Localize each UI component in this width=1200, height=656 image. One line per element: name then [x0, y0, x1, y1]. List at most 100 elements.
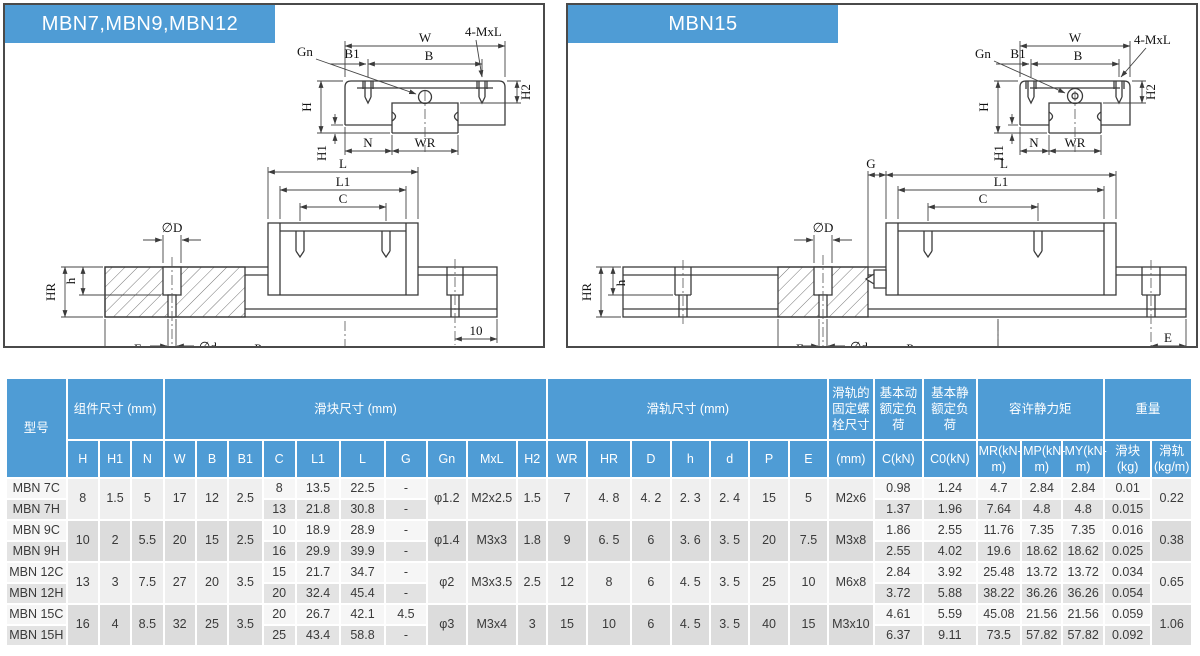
cell-Gn: φ2	[426, 561, 468, 605]
cell-rail-kg: 1.06	[1150, 603, 1193, 647]
cell-H2: 2.5	[516, 561, 549, 605]
mount-hole-left	[1025, 81, 1037, 105]
column-group-block-dims: 滑块尺寸 (mm)	[162, 377, 549, 441]
cell-G: 4.5	[383, 603, 429, 626]
dim-label-b: B	[1074, 48, 1083, 63]
cell-C0kN: 5.59	[922, 603, 978, 626]
cell-h: 4. 5	[669, 561, 711, 605]
cell-HR: 10	[585, 603, 633, 647]
panel-title-right: MBN15	[568, 5, 838, 43]
cell-G: -	[383, 477, 429, 500]
dim-label-gn: Gn	[297, 44, 313, 59]
cell-h: 3. 6	[669, 519, 711, 563]
cell-P: 25	[748, 561, 790, 605]
cell-C0kN: 1.96	[922, 498, 978, 521]
cell-B: 20	[194, 561, 230, 605]
cell-MY: 7.35	[1061, 519, 1105, 542]
cell-H1: 1.5	[97, 477, 133, 521]
cell-rail-kg: 0.22	[1150, 477, 1193, 521]
dim-label-b: B	[425, 48, 434, 63]
cell-Gn: φ1.2	[426, 477, 468, 521]
cell-H: 10	[65, 519, 100, 563]
mount-hole-right	[1113, 81, 1125, 105]
column-group-dynamic-load: 基本动额定负荷	[872, 377, 925, 441]
cell-B1: 3.5	[227, 603, 264, 647]
dim-label-wr: WR	[415, 135, 436, 150]
cell-MR: 7.64	[975, 498, 1023, 521]
technical-drawing-mbn7-9-12: W B B1 H H1 H2	[43, 24, 533, 346]
dim-label-w: W	[419, 30, 432, 45]
cell-C: 8	[261, 477, 297, 500]
col-d: d	[708, 439, 751, 479]
cell-CkN: 0.98	[872, 477, 925, 500]
dim-label-hole-depth: h	[613, 279, 628, 286]
cell-P: 15	[748, 477, 790, 521]
model-cell: MBN 15C	[5, 603, 68, 626]
dim-label-dia-d-lower: ∅d	[850, 339, 868, 346]
cell-d: 3. 5	[708, 603, 751, 647]
cross-section-view: W B B1 H H1 H2	[297, 24, 533, 161]
dim-label-4mxl: 4-MxL	[1134, 32, 1171, 47]
cell-G: -	[383, 498, 429, 521]
dim-label-l: L	[1000, 156, 1008, 171]
cell-WR: 12	[546, 561, 588, 605]
cell-MP: 13.72	[1020, 561, 1064, 584]
cell-MY: 4.8	[1061, 498, 1105, 521]
cell-Gn: φ3	[426, 603, 468, 647]
cell-d: 3. 5	[708, 561, 751, 605]
col-block-kg: 滑块(kg)	[1102, 439, 1153, 479]
dim-label-wr: WR	[1065, 135, 1086, 150]
cell-MY: 18.62	[1061, 540, 1105, 563]
cell-W: 20	[162, 519, 197, 563]
dim-label-hr: HR	[43, 283, 58, 301]
table-row: MBN 12C 13 3 7.5 27 20 3.5 15 21.7 34.7 …	[5, 561, 1193, 605]
cell-L: 28.9	[339, 519, 386, 542]
cell-E: 7.5	[787, 519, 830, 563]
cell-bolt: M2x6	[827, 477, 875, 521]
cell-MxL: M2x2.5	[465, 477, 519, 521]
cell-H: 8	[65, 477, 100, 521]
cell-C: 20	[261, 603, 297, 626]
cell-h: 4. 5	[669, 603, 711, 647]
cell-L: 58.8	[339, 624, 386, 647]
dim-label-e-left: E	[796, 341, 804, 346]
cell-G: -	[383, 582, 429, 605]
cell-MY: 13.72	[1061, 561, 1105, 584]
cell-bolt: M3x8	[827, 519, 875, 563]
cell-P: 20	[748, 519, 790, 563]
cell-C: 13	[261, 498, 297, 521]
cell-E: 15	[787, 603, 830, 647]
cell-L1: 29.9	[294, 540, 342, 563]
cell-B1: 2.5	[227, 519, 264, 563]
col-bolt-mm: (mm)	[827, 439, 875, 479]
cell-Gn: φ1.4	[426, 519, 468, 563]
cell-H: 16	[65, 603, 100, 647]
cell-MP: 4.8	[1020, 498, 1064, 521]
cell-D: 4. 2	[630, 477, 672, 521]
cell-CkN: 6.37	[872, 624, 925, 647]
cell-W: 32	[162, 603, 197, 647]
cell-bolt: M3x10	[827, 603, 875, 647]
cell-B: 25	[194, 603, 230, 647]
cell-WR: 9	[546, 519, 588, 563]
cell-L: 34.7	[339, 561, 386, 584]
cell-MY: 21.56	[1061, 603, 1105, 626]
cell-H2: 3	[516, 603, 549, 647]
cell-L1: 21.8	[294, 498, 342, 521]
table-row: MBN 7H 13 21.8 30.8 - 1.37 1.96 7.64 4.8…	[5, 498, 1192, 521]
col-N: N	[130, 439, 165, 479]
col-E: E	[787, 439, 830, 479]
dim-label-dia-d-upper: ∅D	[813, 220, 834, 235]
col-MY: MY(kN-m)	[1061, 439, 1107, 479]
cell-B1: 2.5	[227, 477, 264, 521]
dim-label-hr: HR	[579, 283, 594, 301]
cell-WR: 15	[546, 603, 588, 647]
cell-G: -	[383, 561, 429, 584]
technical-drawing-mbn15: W B B1 H H1 H2	[579, 30, 1187, 346]
cell-HR: 6. 5	[585, 519, 633, 563]
dim-label-w: W	[1069, 30, 1082, 45]
cell-H2: 1.5	[516, 477, 549, 521]
cell-MP: 21.56	[1020, 603, 1064, 626]
cell-d: 2. 4	[708, 477, 751, 521]
dim-label-e: E	[134, 341, 142, 346]
